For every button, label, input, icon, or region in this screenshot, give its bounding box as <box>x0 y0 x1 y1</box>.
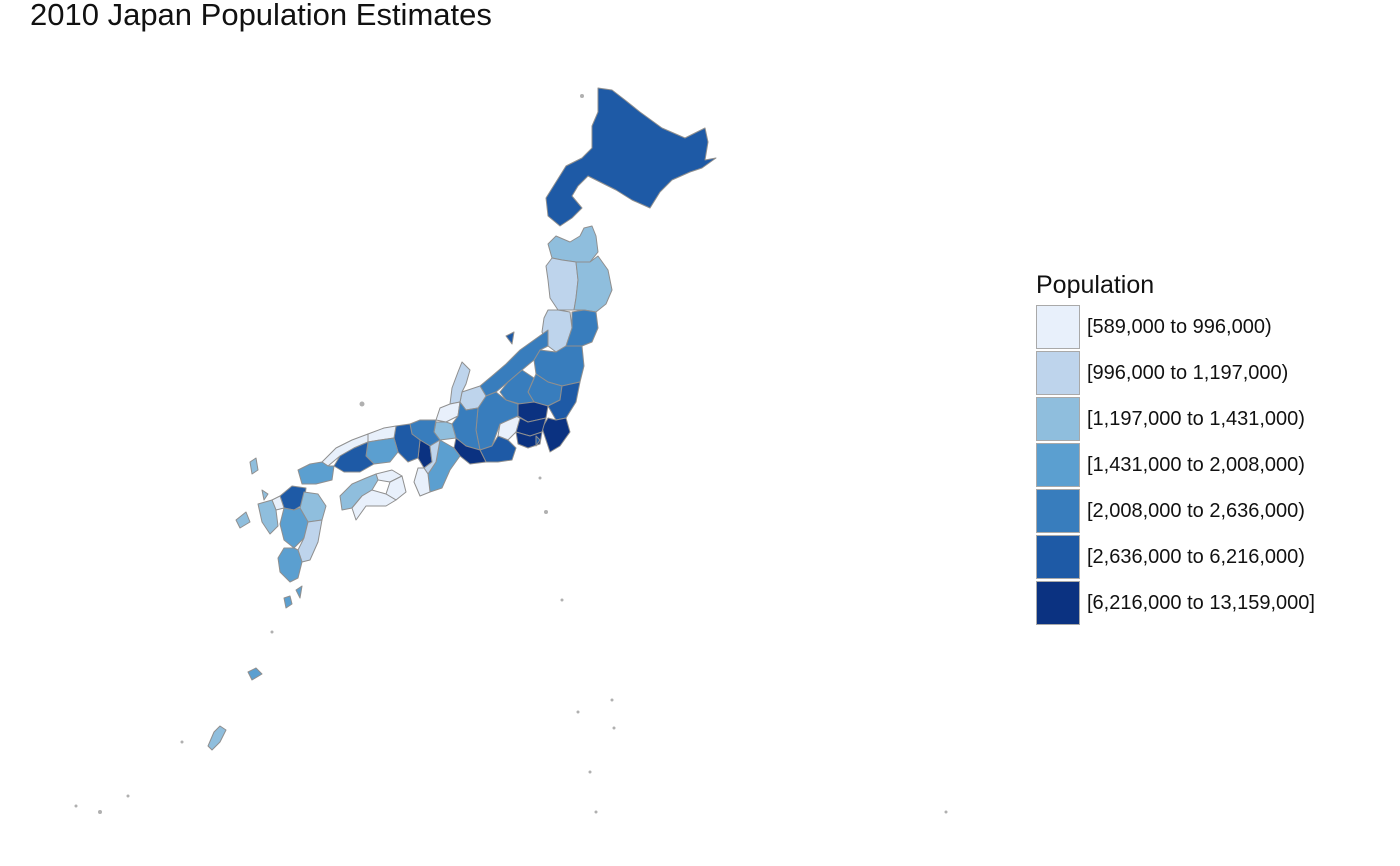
island <box>295 585 303 599</box>
legend-swatch <box>1036 397 1080 441</box>
region-hokkaido <box>545 87 717 227</box>
region-wakayama <box>413 467 431 497</box>
legend-label: [1,197,000 to 1,431,000) <box>1087 407 1305 430</box>
legend: Population [589,000 to 996,000) [996,000… <box>1036 270 1315 626</box>
island <box>283 595 293 609</box>
island-dot <box>538 476 542 480</box>
region-shizuoka <box>479 435 517 463</box>
island-dot <box>594 810 598 814</box>
legend-label: [996,000 to 1,197,000) <box>1087 361 1289 384</box>
island-dot <box>612 726 616 730</box>
region-miyazaki <box>297 519 323 563</box>
island <box>247 667 263 681</box>
region-tokushima <box>385 475 407 501</box>
island <box>535 435 541 447</box>
region-hiroshima <box>333 441 375 473</box>
region-chiba <box>541 417 571 453</box>
island <box>261 489 269 501</box>
island-dot <box>270 630 274 634</box>
island-dot <box>560 598 564 602</box>
region-yamaguchi <box>297 461 335 485</box>
legend-swatch <box>1036 535 1080 579</box>
region-miyagi <box>565 309 599 347</box>
region-nagasaki <box>257 499 279 535</box>
legend-item: [996,000 to 1,197,000) <box>1036 350 1315 396</box>
legend-swatch <box>1036 581 1080 625</box>
island <box>235 511 251 529</box>
region-iwate <box>573 255 613 313</box>
legend-swatch <box>1036 489 1080 533</box>
legend-title: Population <box>1036 271 1155 299</box>
island-dot <box>74 804 78 808</box>
island-dot <box>126 794 130 798</box>
island-dot <box>588 770 592 774</box>
region-okinawa <box>207 725 227 751</box>
legend-item: [589,000 to 996,000) <box>1036 304 1315 350</box>
japan-choropleth-map <box>74 87 948 814</box>
legend-swatch <box>1036 443 1080 487</box>
island-dot <box>576 710 580 714</box>
legend-item: [1,431,000 to 2,008,000) <box>1036 442 1315 488</box>
legend-label: [2,636,000 to 6,216,000) <box>1087 545 1305 568</box>
legend-label: [6,216,000 to 13,159,000] <box>1087 591 1315 614</box>
map-title: 2010 Japan Population Estimates <box>30 0 492 32</box>
island <box>505 331 515 345</box>
region-kochi <box>351 489 397 521</box>
legend-swatch <box>1036 305 1080 349</box>
legend-label: [1,431,000 to 2,008,000) <box>1087 453 1305 476</box>
legend-label: [589,000 to 996,000) <box>1087 315 1272 338</box>
legend-item: [2,636,000 to 6,216,000) <box>1036 534 1315 580</box>
island-dot <box>944 810 948 814</box>
legend-item: [2,008,000 to 2,636,000) <box>1036 488 1315 534</box>
island-dot <box>544 510 548 514</box>
island-dot <box>359 401 365 407</box>
region-ehime <box>339 473 379 511</box>
region-kagoshima <box>277 547 303 583</box>
legend-item: [6,216,000 to 13,159,000] <box>1036 580 1315 626</box>
legend-label: [2,008,000 to 2,636,000) <box>1087 499 1305 522</box>
region-aomori <box>547 225 599 263</box>
legend-swatch <box>1036 351 1080 395</box>
island-dot <box>610 698 614 702</box>
island-dot <box>180 740 184 744</box>
region-akita <box>545 257 579 311</box>
island <box>249 457 259 475</box>
island-dot <box>580 94 584 98</box>
legend-item: [1,197,000 to 1,431,000) <box>1036 396 1315 442</box>
island-dot <box>98 810 102 814</box>
